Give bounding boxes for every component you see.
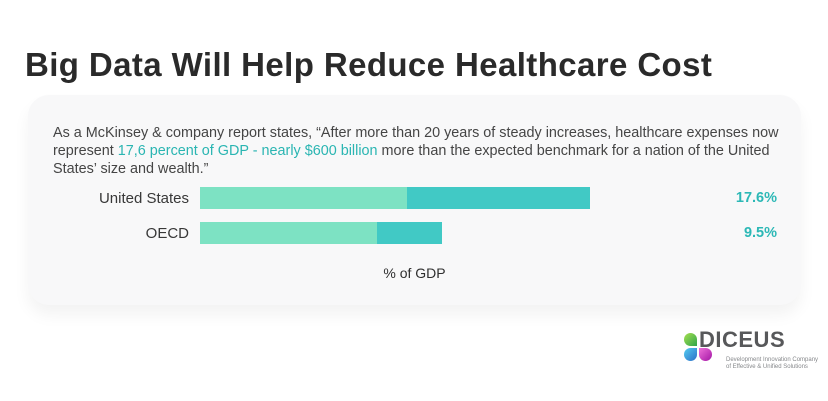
quote-highlight: 17,6 percent of GDP - nearly $600 billio…: [117, 142, 378, 159]
bar-oecd: [200, 222, 442, 244]
bar-row-oecd: OECD 9.5%: [53, 222, 777, 244]
quote-text: As a McKinsey & company report states, “…: [53, 125, 795, 178]
bar-segment-light: [200, 187, 407, 209]
bar-segment-dark: [377, 222, 442, 244]
bar-united-states: [200, 187, 590, 209]
logo-tagline: Development Innovation Company of Effecti…: [726, 357, 818, 371]
logo-petal-magenta-icon: [699, 348, 712, 361]
bar-chart: United States 17.6% OECD 9.5%: [53, 187, 777, 257]
logo-tagline-line2: of Effective & Unified Solutions: [726, 364, 808, 370]
bar-label: United States: [98, 189, 189, 207]
page-title: Big Data Will Help Reduce Healthcare Cos…: [25, 46, 713, 84]
bar-segment-dark: [407, 187, 590, 209]
bar-value: 9.5%: [743, 225, 777, 241]
bar-row-united-states: United States 17.6%: [53, 187, 777, 209]
bar-segment-light: [200, 222, 377, 244]
x-axis-label: % of GDP: [383, 265, 446, 281]
logo-wordmark: DICEUS: [699, 327, 786, 352]
bar-value: 17.6%: [735, 190, 777, 206]
infographic-card: As a McKinsey & company report states, “…: [28, 95, 801, 305]
diceus-logo: DICEUS Development Innovation Company of …: [684, 327, 824, 383]
logo-petal-blue-icon: [684, 348, 697, 361]
quote-prefix: As a McKinsey & company report states, “…: [53, 125, 779, 159]
bar-label: OECD: [145, 224, 189, 242]
quote-suffix: more than the expected benchmark for a n…: [53, 142, 770, 177]
logo-tagline-line1: Development Innovation Company: [726, 357, 819, 363]
logo-petal-green-icon: [684, 333, 697, 346]
